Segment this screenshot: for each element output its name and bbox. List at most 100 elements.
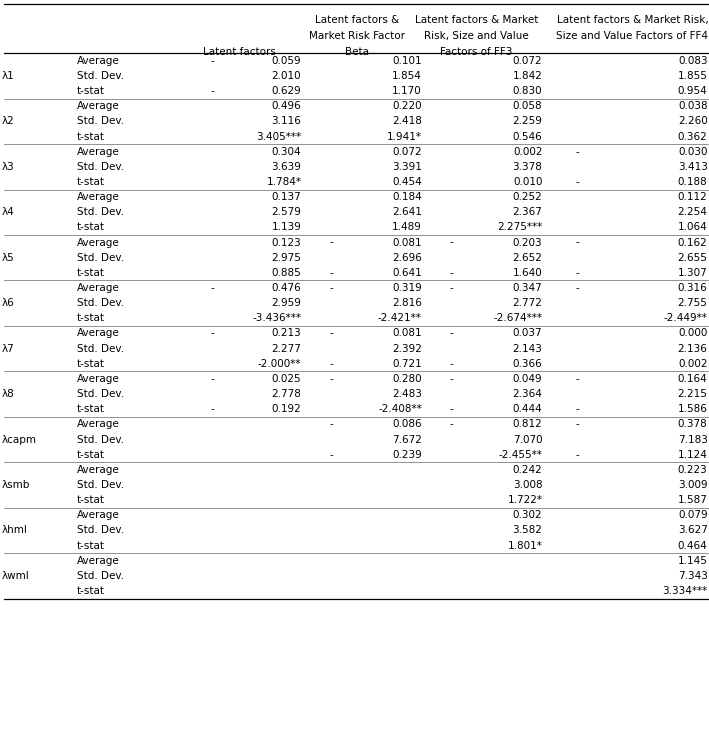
Text: 2.652: 2.652 xyxy=(513,253,542,263)
Text: -2.408**: -2.408** xyxy=(378,404,422,415)
Text: 7.672: 7.672 xyxy=(392,435,422,445)
Text: Latent factors &: Latent factors & xyxy=(316,15,399,25)
Text: 3.413: 3.413 xyxy=(678,162,708,172)
Text: Risk, Size and Value: Risk, Size and Value xyxy=(424,31,529,41)
Text: 0.002: 0.002 xyxy=(678,358,708,369)
Text: -: - xyxy=(450,237,454,248)
Text: 3.008: 3.008 xyxy=(513,480,542,490)
Text: 0.192: 0.192 xyxy=(272,404,301,415)
Text: 1.842: 1.842 xyxy=(513,71,542,81)
Text: -: - xyxy=(330,328,334,338)
Text: -: - xyxy=(450,328,454,338)
Text: Beta: Beta xyxy=(345,47,369,58)
Text: Average: Average xyxy=(77,192,119,202)
Text: 0.378: 0.378 xyxy=(678,419,708,429)
Text: 2.959: 2.959 xyxy=(272,298,301,308)
Text: 2.136: 2.136 xyxy=(678,344,708,354)
Text: 2.259: 2.259 xyxy=(513,116,542,126)
Text: -: - xyxy=(211,55,215,66)
Text: 2.579: 2.579 xyxy=(272,207,301,217)
Text: Std. Dev.: Std. Dev. xyxy=(77,525,123,536)
Text: -: - xyxy=(450,268,454,278)
Text: 0.137: 0.137 xyxy=(272,192,301,202)
Text: λ4: λ4 xyxy=(1,207,14,217)
Text: 2.975: 2.975 xyxy=(272,253,301,263)
Text: 3.582: 3.582 xyxy=(513,525,542,536)
Text: 2.215: 2.215 xyxy=(678,389,708,399)
Text: 0.002: 0.002 xyxy=(513,146,542,157)
Text: -: - xyxy=(450,358,454,369)
Text: -: - xyxy=(576,268,580,278)
Text: 0.058: 0.058 xyxy=(513,101,542,112)
Text: 0.830: 0.830 xyxy=(513,86,542,96)
Text: 2.275***: 2.275*** xyxy=(497,222,542,233)
Text: -: - xyxy=(211,328,215,338)
Text: Std. Dev.: Std. Dev. xyxy=(77,162,123,172)
Text: Std. Dev.: Std. Dev. xyxy=(77,207,123,217)
Text: 0.721: 0.721 xyxy=(392,358,422,369)
Text: 2.483: 2.483 xyxy=(392,389,422,399)
Text: -3.436***: -3.436*** xyxy=(252,313,301,324)
Text: 0.464: 0.464 xyxy=(678,540,708,551)
Text: 1.855: 1.855 xyxy=(678,71,708,81)
Text: 0.629: 0.629 xyxy=(272,86,301,96)
Text: -: - xyxy=(211,404,215,415)
Text: 2.392: 2.392 xyxy=(392,344,422,354)
Text: λ2: λ2 xyxy=(1,116,14,126)
Text: Average: Average xyxy=(77,510,119,520)
Text: -: - xyxy=(576,146,580,157)
Text: -: - xyxy=(576,449,580,460)
Text: 0.083: 0.083 xyxy=(678,55,708,66)
Text: 3.639: 3.639 xyxy=(272,162,301,172)
Text: 0.188: 0.188 xyxy=(678,177,708,187)
Text: 1.307: 1.307 xyxy=(678,268,708,278)
Text: 3.009: 3.009 xyxy=(678,480,708,490)
Text: Std. Dev.: Std. Dev. xyxy=(77,298,123,308)
Text: λhml: λhml xyxy=(1,525,27,536)
Text: Market Risk Factor: Market Risk Factor xyxy=(309,31,406,41)
Text: t-stat: t-stat xyxy=(77,268,104,278)
Text: 0.164: 0.164 xyxy=(678,374,708,384)
Text: 0.362: 0.362 xyxy=(678,132,708,142)
Text: Average: Average xyxy=(77,556,119,566)
Text: 0.252: 0.252 xyxy=(513,192,542,202)
Text: 0.049: 0.049 xyxy=(513,374,542,384)
Text: Latent factors & Market Risk,: Latent factors & Market Risk, xyxy=(557,15,708,25)
Text: 0.184: 0.184 xyxy=(392,192,422,202)
Text: Std. Dev.: Std. Dev. xyxy=(77,435,123,445)
Text: Average: Average xyxy=(77,465,119,475)
Text: 0.302: 0.302 xyxy=(513,510,542,520)
Text: 3.116: 3.116 xyxy=(272,116,301,126)
Text: 7.343: 7.343 xyxy=(678,571,708,581)
Text: 0.954: 0.954 xyxy=(678,86,708,96)
Text: Average: Average xyxy=(77,146,119,157)
Text: Average: Average xyxy=(77,55,119,66)
Text: 2.143: 2.143 xyxy=(513,344,542,354)
Text: 0.476: 0.476 xyxy=(272,283,301,293)
Text: Average: Average xyxy=(77,374,119,384)
Text: 0.242: 0.242 xyxy=(513,465,542,475)
Text: Average: Average xyxy=(77,283,119,293)
Text: Std. Dev.: Std. Dev. xyxy=(77,389,123,399)
Text: 0.072: 0.072 xyxy=(392,146,422,157)
Text: -2.000**: -2.000** xyxy=(258,358,301,369)
Text: 0.086: 0.086 xyxy=(392,419,422,429)
Text: 0.641: 0.641 xyxy=(392,268,422,278)
Text: -: - xyxy=(450,374,454,384)
Text: 0.037: 0.037 xyxy=(513,328,542,338)
Text: λ3: λ3 xyxy=(1,162,14,172)
Text: -2.421**: -2.421** xyxy=(378,313,422,324)
Text: 0.030: 0.030 xyxy=(678,146,708,157)
Text: -: - xyxy=(576,419,580,429)
Text: -: - xyxy=(211,283,215,293)
Text: Average: Average xyxy=(77,328,119,338)
Text: -: - xyxy=(576,237,580,248)
Text: 7.183: 7.183 xyxy=(678,435,708,445)
Text: -: - xyxy=(330,268,334,278)
Text: 0.316: 0.316 xyxy=(678,283,708,293)
Text: t-stat: t-stat xyxy=(77,132,104,142)
Text: -: - xyxy=(330,237,334,248)
Text: 0.220: 0.220 xyxy=(392,101,422,112)
Text: 2.655: 2.655 xyxy=(678,253,708,263)
Text: 3.378: 3.378 xyxy=(513,162,542,172)
